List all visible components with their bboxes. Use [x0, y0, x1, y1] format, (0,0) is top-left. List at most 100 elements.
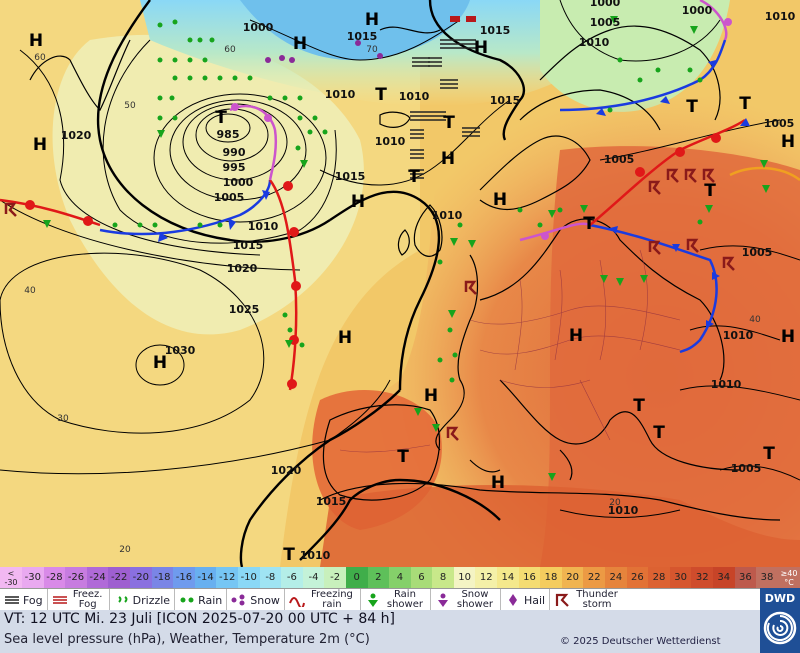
isobar-labels: 1000 1015 1015 1000 1005 1010 1000 1010 1010 1010… [61, 0, 796, 562]
isobar-label: 1005 [742, 246, 773, 259]
temperature-field-greenland [240, 0, 470, 61]
trough-line [729, 166, 800, 182]
isobar-label: 1010 [375, 135, 406, 148]
isobar-label: 1005 [604, 153, 635, 166]
colorbar-cell: 14 [497, 567, 519, 588]
colorbar-cell: -12 [216, 567, 238, 588]
legend-drizzle: Drizzle [110, 589, 176, 611]
colorbar-cell: -2 [324, 567, 346, 588]
legend-freezing-fog-label: Freez. Fog [72, 589, 103, 610]
colorbar-cell: 34 [713, 567, 735, 588]
legend-snow-shower: Snow shower [431, 589, 501, 611]
isobar-label: 1010 [399, 90, 430, 103]
legend-snow: Snow [227, 589, 285, 611]
isobar-label: 1005 [764, 117, 795, 130]
temperature-field-cool-atlantic [52, 34, 364, 335]
snow-icon [231, 594, 245, 606]
isobar-label: 1015 [233, 239, 264, 252]
pressure-centre: H [293, 34, 307, 54]
coastlines [29, 25, 781, 521]
colorbar-cell: 16 [518, 567, 541, 588]
isobar-label: 1015 [480, 24, 511, 37]
colorbar-cell: 22 [583, 567, 606, 588]
isobar-label: 1010 [432, 209, 463, 222]
colorbar-cell: 38 [756, 567, 778, 588]
pressure-centre: T [443, 113, 455, 133]
isobar-label: 1010 [765, 10, 796, 23]
pressure-centre: H [474, 38, 488, 58]
pressure-centre: T [397, 447, 409, 467]
legend-rain-label: Rain [198, 593, 223, 607]
isobar-label: 1000 [243, 21, 274, 34]
freezing-fog-icon [52, 596, 67, 604]
hail-icon [508, 594, 517, 606]
chart-info-bar: VT: 12 UTC Mi. 23 Juli [ICON 2025-07-20 … [0, 610, 760, 653]
isobar-label: 1010 [608, 504, 639, 517]
temperature-colorbar: < -30 -30 -28 -26 -24 -22 -20 -18 -16 -14 -12 -10-… [0, 567, 800, 588]
isobar-label: 1020 [61, 129, 92, 142]
legend-hail: Hail [501, 589, 551, 611]
thunderstorm-symbols [4, 168, 735, 441]
legend-freezing-fog: Freez. Fog [48, 589, 110, 611]
colorbar-cell: -10 [237, 567, 260, 588]
isobar-label: 1000 [682, 4, 713, 17]
isobar-label: 1020 [227, 262, 258, 275]
pressure-centre: T [283, 545, 295, 565]
isobar-label: 985 [217, 128, 240, 141]
pressure-centre: H [33, 135, 47, 155]
pressure-centre: T [633, 396, 645, 416]
thunderstorm-icon [555, 593, 569, 607]
colorbar-cell: 20 [561, 567, 584, 588]
temperature-field-east [540, 146, 800, 567]
freezing-fog-symbols [450, 16, 476, 22]
colorbar-cell: 32 [691, 567, 713, 588]
legend-freezing-rain-label: Freezing rain [310, 589, 353, 610]
rain-shower-icon [367, 593, 378, 607]
pressure-centre: H [153, 353, 167, 373]
dwd-logo: DWD [760, 588, 800, 653]
legend-fog-label: Fog [23, 593, 43, 607]
legend-hail-label: Hail [523, 593, 546, 607]
contour-value: 30 [57, 414, 69, 424]
fog-symbols [410, 39, 480, 179]
colorbar-cell: 10 [453, 567, 476, 588]
isobar-label: 995 [223, 161, 246, 174]
legend-rain-shower-label: Rain shower [386, 589, 423, 610]
pressure-centre: H [781, 327, 795, 347]
rain-icon [180, 597, 194, 603]
main-isobar [96, 0, 526, 567]
valid-time: VT: 12 UTC Mi. 23 Juli [ICON 2025-07-20 … [4, 611, 395, 627]
colorbar-low-label: < -30 [0, 567, 22, 588]
contour-value: 60 [224, 45, 236, 55]
pressure-centre: H [365, 10, 379, 30]
contour-value: 70 [366, 45, 378, 55]
occluded-front [229, 0, 728, 242]
colorbar-cell: 12 [475, 567, 498, 588]
colorbar-cell: 2 [367, 567, 390, 588]
isobar-label: 1030 [165, 344, 196, 357]
pressure-centre: H [569, 326, 583, 346]
fog-icon [5, 596, 19, 604]
legend-rain: Rain [175, 589, 228, 611]
isobar-label: 1015 [335, 170, 366, 183]
colorbar-cell: 30 [669, 567, 692, 588]
contour-value: 50 [124, 101, 136, 111]
colorbar-cell: 0 [345, 567, 368, 588]
isobars [0, 0, 800, 518]
pressure-centre: H [781, 132, 795, 152]
colorbar-cells: -30 -28 -26 -24 -22 -20 -18 -16 -14 -12 -10 -8 -6 -4-… [22, 567, 778, 588]
weather-map: 1000 1015 1015 1000 1005 1010 1000 1010 1010 1010… [0, 0, 800, 567]
legend-drizzle-label: Drizzle [132, 593, 171, 607]
isobar-label: 1005 [731, 462, 762, 475]
snow-shower-icon [437, 593, 448, 607]
pressure-centre: T [739, 94, 751, 114]
dwd-swirl-icon [763, 611, 797, 645]
isobar-label: 1010 [711, 378, 742, 391]
isobar-label: 1000 [223, 176, 254, 189]
colorbar-high-label: ≥40 °C [778, 567, 800, 588]
pressure-centre: T [653, 423, 665, 443]
country-borders [339, 249, 681, 453]
contour-value: 20 [119, 545, 131, 555]
contour-value: 60 [34, 53, 46, 63]
colorbar-cell: 28 [648, 567, 670, 588]
